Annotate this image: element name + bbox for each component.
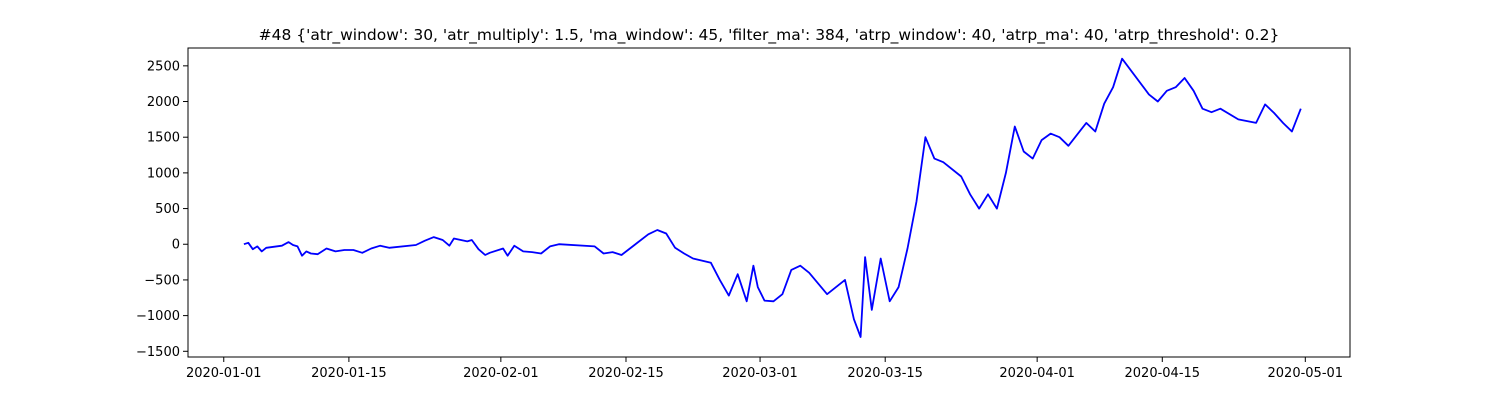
x-tick-label: 2020-02-15: [588, 366, 664, 381]
x-tick-label: 2020-04-15: [1125, 366, 1201, 381]
chart-title: #48 {'atr_window': 30, 'atr_multiply': 1…: [259, 26, 1280, 45]
y-tick-label: 1000: [147, 166, 180, 181]
y-tick-label: 0: [172, 238, 180, 253]
y-tick-label: 500: [155, 202, 180, 217]
y-tick-label: 2000: [147, 95, 180, 110]
y-tick-label: −1000: [136, 309, 180, 324]
series-line: [243, 57, 1302, 338]
plot-area: 2020-01-01 2020-01-15 2020-02-01 2020-02-15…: [136, 47, 1351, 381]
x-tick-label: 2020-05-01: [1268, 366, 1344, 381]
y-tick-label: −500: [144, 273, 180, 288]
y-tick-label: 1500: [147, 131, 180, 146]
y-tick-label: −1500: [136, 345, 180, 360]
x-tick-label: 2020-03-01: [722, 366, 798, 381]
y-tick-label: 2500: [147, 59, 180, 74]
x-tick-label: 2020-02-01: [463, 366, 539, 381]
x-tick-label: 2020-04-01: [999, 366, 1075, 381]
x-tick-label: 2020-01-01: [186, 366, 262, 381]
x-tick-label: 2020-03-15: [847, 366, 923, 381]
x-tick-label: 2020-01-15: [311, 366, 387, 381]
axes-frame: [187, 47, 1351, 358]
